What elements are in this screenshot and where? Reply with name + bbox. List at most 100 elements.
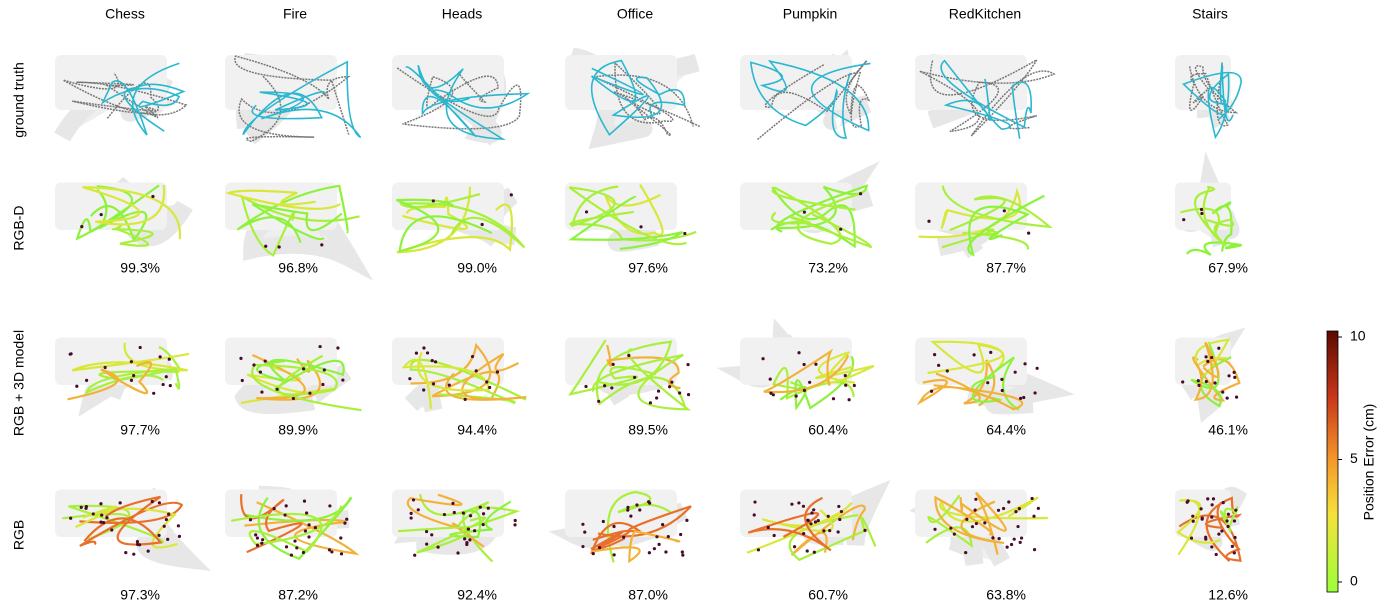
- trajectory-truth: [940, 59, 1032, 139]
- trajectory-estimate: [919, 57, 1056, 137]
- outlier-point: [1181, 380, 1185, 384]
- outlier-point: [430, 533, 434, 537]
- outlier-point: [99, 502, 103, 506]
- outlier-point: [424, 529, 429, 534]
- outlier-point: [991, 536, 995, 540]
- trajectory-error: [255, 358, 345, 390]
- outlier-point: [91, 512, 95, 516]
- outlier-point: [949, 526, 953, 530]
- outlier-point: [164, 517, 168, 522]
- outlier-point: [1191, 519, 1195, 523]
- outlier-point: [102, 521, 106, 525]
- outlier-point: [756, 548, 761, 552]
- trajectory-error: [89, 188, 148, 243]
- outlier-point: [513, 523, 517, 527]
- accuracy-score: 73.2%: [808, 260, 848, 276]
- outlier-point: [809, 522, 813, 526]
- column-header: Fire: [283, 6, 307, 22]
- accuracy-score: 60.7%: [808, 587, 848, 603]
- outlier-point: [486, 506, 490, 510]
- trajectory-error: [79, 501, 184, 547]
- outlier-point: [456, 551, 460, 555]
- outlier-point: [581, 544, 585, 549]
- scene-backdrop: [915, 55, 1027, 110]
- outlier-point: [1014, 510, 1018, 514]
- outlier-point: [488, 385, 492, 390]
- outlier-point: [670, 380, 674, 384]
- outlier-point: [681, 553, 685, 557]
- outlier-point: [409, 516, 413, 520]
- outlier-point: [837, 504, 841, 509]
- outlier-point: [822, 529, 826, 533]
- outlier-point: [422, 388, 426, 392]
- outlier-point: [929, 389, 934, 393]
- colorbar: [1326, 330, 1339, 593]
- outlier-point: [468, 538, 472, 542]
- outlier-point: [1033, 391, 1037, 395]
- trajectory-error: [1219, 506, 1239, 533]
- outlier-point: [983, 521, 987, 525]
- outlier-point: [322, 368, 326, 372]
- outlier-point: [157, 501, 161, 505]
- outlier-point: [84, 504, 88, 509]
- outlier-point: [601, 519, 605, 524]
- outlier-point: [937, 363, 941, 367]
- outlier-point: [1213, 381, 1217, 385]
- outlier-point: [436, 545, 440, 549]
- outlier-point: [814, 362, 818, 366]
- outlier-point: [176, 524, 180, 528]
- outlier-point: [341, 378, 345, 382]
- row-label: RGB: [11, 520, 27, 550]
- outlier-point: [293, 539, 297, 543]
- trajectory-error: [112, 225, 154, 247]
- accuracy-score: 89.5%: [628, 422, 668, 438]
- outlier-point: [277, 245, 281, 249]
- outlier-point: [320, 243, 324, 247]
- trajectory-error: [84, 368, 181, 395]
- outlier-point: [1210, 503, 1214, 507]
- colorbar-tick-label: 5: [1350, 450, 1358, 466]
- outlier-point: [652, 547, 656, 551]
- outlier-point: [129, 360, 133, 364]
- outlier-point: [610, 386, 614, 390]
- outlier-point: [970, 525, 975, 529]
- trajectory-panel: [392, 55, 531, 146]
- trajectory-error: [1193, 341, 1220, 401]
- outlier-point: [843, 374, 847, 378]
- row-label: ground truth: [11, 62, 27, 138]
- outlier-point: [1210, 355, 1214, 360]
- accuracy-score: 63.8%: [986, 587, 1026, 603]
- outlier-point: [284, 504, 288, 508]
- outlier-point: [1000, 388, 1004, 393]
- outlier-point: [468, 514, 473, 518]
- outlier-point: [461, 511, 466, 515]
- outlier-point: [584, 384, 588, 389]
- outlier-point: [261, 538, 265, 542]
- outlier-point: [327, 548, 332, 552]
- outlier-point: [964, 550, 968, 555]
- outlier-point: [1214, 552, 1218, 557]
- outlier-point: [146, 549, 150, 553]
- trajectory-panel: [1175, 486, 1248, 563]
- outlier-point: [308, 391, 312, 395]
- outlier-point: [812, 550, 816, 554]
- trajectory-error: [917, 378, 1024, 411]
- outlier-point: [667, 385, 672, 389]
- outlier-point: [686, 363, 690, 367]
- trajectory-error: [251, 203, 343, 241]
- outlier-point: [790, 502, 794, 506]
- trajectory-error: [925, 494, 973, 548]
- trajectory-truth: [1182, 62, 1242, 140]
- outlier-point: [99, 213, 103, 217]
- trajectory-error: [1180, 185, 1220, 237]
- outlier-point: [480, 222, 484, 227]
- outlier-point: [1191, 514, 1195, 518]
- accuracy-score: 99.3%: [120, 260, 160, 276]
- trajectory-error: [62, 504, 165, 544]
- trajectory-panel: [915, 337, 1075, 415]
- outlier-point: [135, 539, 140, 544]
- colorbar-tick-label: 0: [1350, 573, 1358, 589]
- outlier-point: [166, 537, 170, 541]
- outlier-point: [989, 350, 993, 354]
- colorbar-tick-label: 10: [1350, 328, 1366, 344]
